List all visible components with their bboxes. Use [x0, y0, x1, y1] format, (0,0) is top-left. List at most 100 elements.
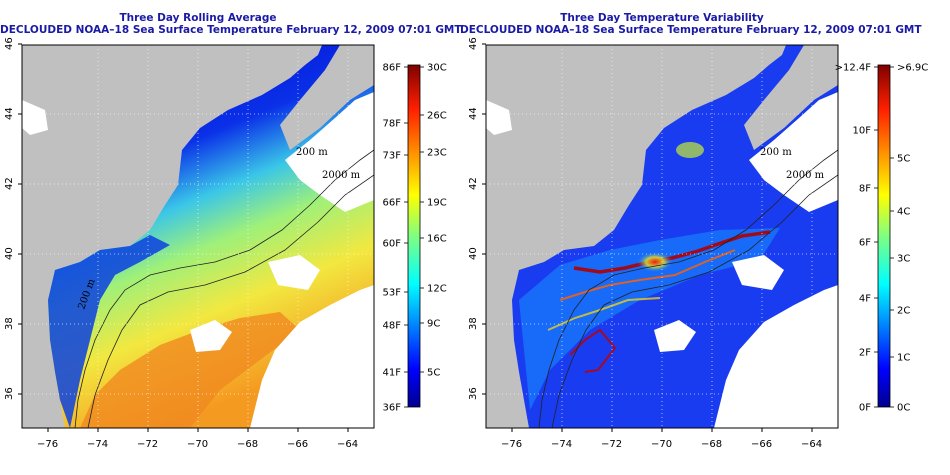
left-colorbar-f-label: 41F [383, 368, 402, 379]
right-colorbar-f-label: 2F [859, 348, 871, 359]
right-lat-tick: 40 [468, 247, 479, 260]
right-colorbar-f-label: 10F [853, 126, 872, 137]
right-lon-tick: −64 [801, 439, 822, 450]
right-lon-tick: −72 [601, 439, 622, 450]
left-colorbar-f-label: 73F [383, 151, 402, 162]
right-graticule [486, 45, 838, 428]
left-lat-tick: 38 [4, 317, 15, 330]
right-lat-tick: 46 [468, 37, 479, 50]
left-title-line2: DECLOUDED NOAA–18 Sea Surface Temperatur… [0, 24, 462, 36]
left-colorbar-c-label: 30C [427, 63, 447, 74]
right-title-line2: DECLOUDED NOAA–18 Sea Surface Temperatur… [460, 24, 922, 36]
right-colorbar-labels: >12.4F 10F 8F 6F 4F 2F 0F >6.9C 5C 4C 3C 2C 1C 0C [835, 63, 929, 414]
right-colorbar-c-label: 4C [897, 207, 910, 218]
right-lat-tick: 44 [468, 107, 479, 120]
right-map: 200 m 2000 m [486, 45, 838, 428]
right-variability-patch [676, 142, 704, 158]
left-colorbar-c-label: 23C [427, 148, 447, 159]
left-colorbar [407, 64, 421, 408]
left-colorbar-c-label: 5C [427, 368, 440, 379]
right-lon-tick: −76 [501, 439, 522, 450]
right-colorbar-c-label: 1C [897, 353, 910, 364]
right-colorbar-f-label: 4F [859, 294, 871, 305]
right-cloud-mask [654, 320, 696, 352]
left-nova-scotia [280, 45, 374, 150]
right-nova-scotia [744, 45, 838, 150]
left-colorbar-f-label: 78F [383, 119, 402, 130]
right-lon-tick: −70 [651, 439, 672, 450]
left-map: 200 m 2000 m 200 m [22, 45, 374, 428]
left-lat-tick: 40 [4, 247, 15, 260]
left-lon-tick: −66 [287, 439, 308, 450]
left-graticule [22, 45, 374, 428]
right-colorbar-f-label: 0F [859, 403, 871, 414]
right-high-variability [559, 249, 736, 301]
right-colorbar-f-label: 6F [859, 238, 871, 249]
right-contour-2000m [551, 174, 838, 428]
left-lon-tick: −74 [87, 439, 108, 450]
right-title-line1: Three Day Temperature Variability [560, 12, 764, 24]
right-mid-variability [519, 228, 780, 410]
left-lat-tick: 44 [4, 107, 15, 120]
right-high-variability [573, 230, 771, 274]
left-colorbar-f-label: 53F [383, 288, 402, 299]
left-lat-tick: 46 [4, 37, 15, 50]
left-cloud-mask [250, 285, 374, 428]
right-high-variability [569, 328, 617, 373]
right-contour-200m [538, 149, 838, 428]
left-colorbar-c-label: 19C [427, 198, 447, 209]
right-cloud-mask [749, 92, 838, 212]
right-colorbar [877, 64, 891, 408]
left-colorbar-c-label: 16C [427, 234, 447, 245]
left-lon-tick: −76 [37, 439, 58, 450]
left-cloud-mask [285, 92, 374, 212]
right-cloud-mask [714, 285, 838, 428]
left-colorbar-f-label: 66F [383, 198, 402, 209]
right-lat-tick: 42 [468, 177, 479, 190]
left-lon-tick: −64 [337, 439, 358, 450]
left-colorbar-labels: 86F 78F 73F 66F 60F 53F 48F 41F 36F 30C 26C 23C 19C 1… [383, 63, 447, 414]
right-colorbar-c-label: 2C [897, 306, 910, 317]
right-lon-tick: −74 [551, 439, 572, 450]
left-lon-tick: −68 [237, 439, 258, 450]
right-colorbar-c-label: 5C [897, 154, 910, 165]
left-cloud-mask [190, 320, 232, 352]
left-colorbar-c-label: 26C [427, 111, 447, 122]
right-cloud-mask [486, 100, 512, 135]
right-contour-label: 200 m [760, 147, 792, 158]
right-lon-tick: −66 [751, 439, 772, 450]
left-contour-label: 200 m [296, 147, 328, 158]
right-colorbar-c-label: 3C [897, 254, 910, 265]
left-cloud-mask [268, 255, 320, 290]
left-contour-label: 2000 m [322, 170, 361, 181]
left-cloud-mask [22, 100, 48, 135]
left-contour-200m [74, 149, 374, 428]
right-lon-tick: −68 [701, 439, 722, 450]
right-cloud-mask [732, 255, 784, 290]
left-colorbar-f-label: 36F [383, 403, 402, 414]
right-colorbar-f-label: >12.4F [835, 63, 872, 74]
right-contour-label: 2000 m [786, 170, 825, 181]
left-colorbar-c-label: 9C [427, 319, 440, 330]
right-colorbar-c-label: 0C [897, 403, 910, 414]
left-lon-tick: −72 [137, 439, 158, 450]
right-colorbar-c-label: >6.9C [897, 63, 928, 74]
right-axis-ticks [482, 43, 813, 432]
left-axis-ticks [18, 43, 349, 432]
left-shelf-water [48, 235, 170, 428]
left-lon-tick: −70 [187, 439, 208, 450]
left-title-line1: Three Day Rolling Average [119, 12, 277, 24]
left-colorbar-f-label: 60F [383, 239, 402, 250]
left-colorbar-c-label: 12C [427, 284, 447, 295]
left-colorbar-f-label: 48F [383, 321, 402, 332]
right-colorbar-f-label: 8F [859, 184, 871, 195]
left-colorbar-f-label: 86F [383, 63, 402, 74]
left-lat-tick: 36 [4, 387, 15, 400]
left-warm-water [80, 312, 300, 428]
right-lat-tick: 38 [468, 317, 479, 330]
left-lat-tick: 42 [4, 177, 15, 190]
right-lat-tick: 36 [468, 387, 479, 400]
left-contour-2000m [87, 174, 374, 428]
right-variability-patch [637, 252, 673, 272]
